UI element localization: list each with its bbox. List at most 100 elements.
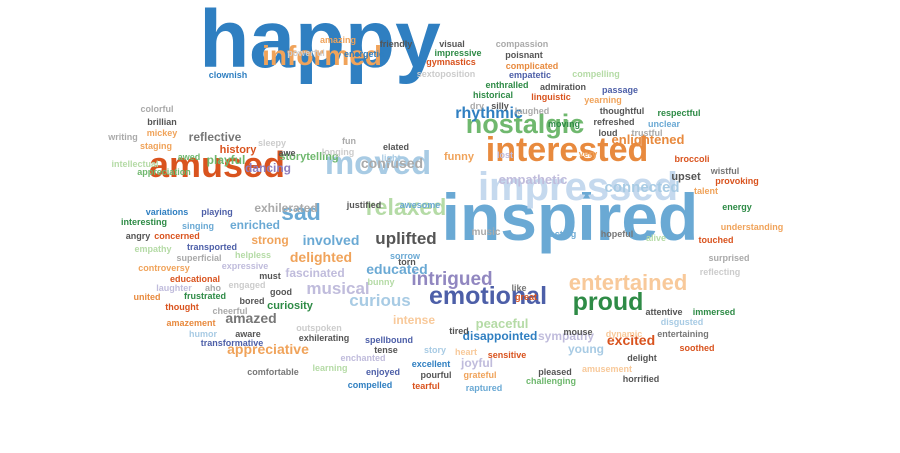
- cloud-word: surprised: [708, 252, 750, 263]
- cloud-word: amazement: [166, 317, 216, 328]
- cloud-word: historical: [472, 89, 514, 100]
- cloud-word: fun: [342, 135, 356, 146]
- cloud-word: comfortable: [247, 366, 299, 377]
- cloud-word: impressed: [477, 165, 679, 210]
- cloud-word: enthralled: [485, 79, 529, 90]
- cloud-word: writing: [108, 131, 138, 142]
- cloud-word: appreciation: [137, 166, 191, 177]
- cloud-word: pleased: [538, 366, 572, 377]
- cloud-word: intense: [392, 313, 436, 328]
- cloud-word: transformative: [200, 337, 264, 348]
- cloud-word: brillian: [147, 116, 177, 127]
- cloud-word: story: [423, 344, 447, 355]
- cloud-word: music: [471, 226, 501, 238]
- cloud-word: learning: [312, 362, 348, 373]
- cloud-word: poisnant: [505, 49, 543, 60]
- cloud-word: laughter: [156, 282, 192, 293]
- cloud-word: bunny: [367, 276, 395, 287]
- cloud-word: reflective: [188, 130, 242, 145]
- cloud-word: delighted: [289, 248, 353, 265]
- cloud-word: compelling: [572, 68, 620, 79]
- cloud-word: torn: [398, 256, 416, 267]
- cloud-word: linguistic: [531, 91, 571, 102]
- cloud-word: mickey: [146, 127, 178, 138]
- cloud-word: sensitive: [487, 349, 527, 360]
- cloud-word: awesome: [399, 199, 441, 210]
- cloud-word: horrified: [622, 373, 660, 384]
- cloud-word: amused: [148, 144, 286, 186]
- cloud-word: longing: [321, 146, 355, 157]
- cloud-word: informed: [262, 39, 382, 71]
- cloud-word: immersed: [692, 306, 736, 317]
- cloud-word: sad: [281, 199, 321, 226]
- cloud-word: upset: [671, 171, 701, 184]
- cloud-word: aho: [204, 282, 222, 293]
- cloud-word: elated: [382, 141, 410, 152]
- cloud-word: uplifted: [375, 228, 437, 248]
- cloud-word: awe: [278, 147, 296, 158]
- cloud-word: curious: [349, 290, 411, 310]
- cloud-word: gymnastics: [426, 56, 476, 67]
- cloud-word: proud: [572, 288, 644, 316]
- cloud-word: mouse: [563, 326, 593, 337]
- cloud-word: educated: [366, 260, 428, 277]
- cloud-word: playing: [201, 206, 233, 217]
- cloud-word: tearful: [412, 380, 440, 391]
- cloud-word: tired: [449, 325, 469, 336]
- cloud-word: refreshed: [593, 116, 635, 127]
- cloud-word: dry: [469, 100, 485, 111]
- cloud-word: transported: [186, 241, 238, 252]
- cloud-word: exhilerating: [298, 332, 350, 343]
- cloud-word: engaged: [228, 279, 266, 290]
- cloud-word: raptured: [465, 382, 503, 393]
- cloud-word: variations: [145, 206, 189, 217]
- cloud-word: yearning: [584, 94, 622, 105]
- cloud-word: aware: [235, 328, 261, 339]
- cloud-word: strong: [251, 233, 289, 248]
- cloud-word: humor: [189, 328, 217, 339]
- cloud-word: history: [219, 144, 257, 157]
- cloud-word: justified: [346, 199, 382, 210]
- cloud-word: educational: [169, 273, 221, 284]
- cloud-word: acting: [549, 228, 577, 239]
- cloud-word: peaceful: [475, 315, 529, 331]
- cloud-word: compelled: [347, 379, 393, 390]
- cloud-word: touched: [698, 234, 734, 245]
- cloud-word: heart: [454, 346, 478, 357]
- cloud-word: intellectual: [111, 158, 159, 169]
- cloud-word: tense: [374, 344, 398, 355]
- cloud-word: intrigued: [411, 269, 493, 291]
- cloud-word: empathy: [134, 243, 172, 254]
- cloud-word: interesting: [120, 216, 168, 227]
- cloud-word: soothed: [679, 342, 715, 353]
- cloud-word: rhythmic: [455, 105, 523, 123]
- cloud-word: thoughtful: [599, 105, 645, 116]
- cloud-word: impressive: [434, 47, 482, 58]
- cloud-word: silly: [491, 100, 509, 111]
- cloud-word: appreciative: [227, 340, 309, 357]
- cloud-word: playful: [206, 153, 246, 168]
- cloud-word: funny: [444, 151, 474, 164]
- cloud-word: challenging: [525, 375, 577, 386]
- cloud-word: staging: [139, 140, 173, 151]
- cloud-word: singing: [182, 220, 214, 231]
- cloud-word: happy: [199, 0, 441, 85]
- cloud-word: connected: [604, 179, 680, 197]
- cloud-word: inspired: [441, 180, 699, 255]
- cloud-word: sextoposition: [416, 68, 476, 79]
- cloud-word: controversy: [138, 262, 190, 273]
- cloud-word: bored: [239, 295, 265, 306]
- cloud-word: compassion: [495, 38, 549, 49]
- cloud-word: hopeful: [600, 228, 634, 239]
- cloud-word: expressive: [221, 260, 269, 271]
- cloud-word: superficial: [176, 252, 222, 263]
- cloud-word: moved: [324, 144, 432, 182]
- cloud-word: storytelling: [279, 151, 339, 164]
- cloud-word: wistful: [710, 165, 740, 176]
- cloud-word: sleepy: [257, 137, 287, 148]
- cloud-word: enjoyed: [365, 366, 401, 377]
- cloud-word: like: [511, 282, 527, 293]
- cloud-word: emotional: [428, 282, 548, 310]
- cloud-word: disappointed: [462, 329, 538, 344]
- cloud-word: concerned: [154, 230, 200, 241]
